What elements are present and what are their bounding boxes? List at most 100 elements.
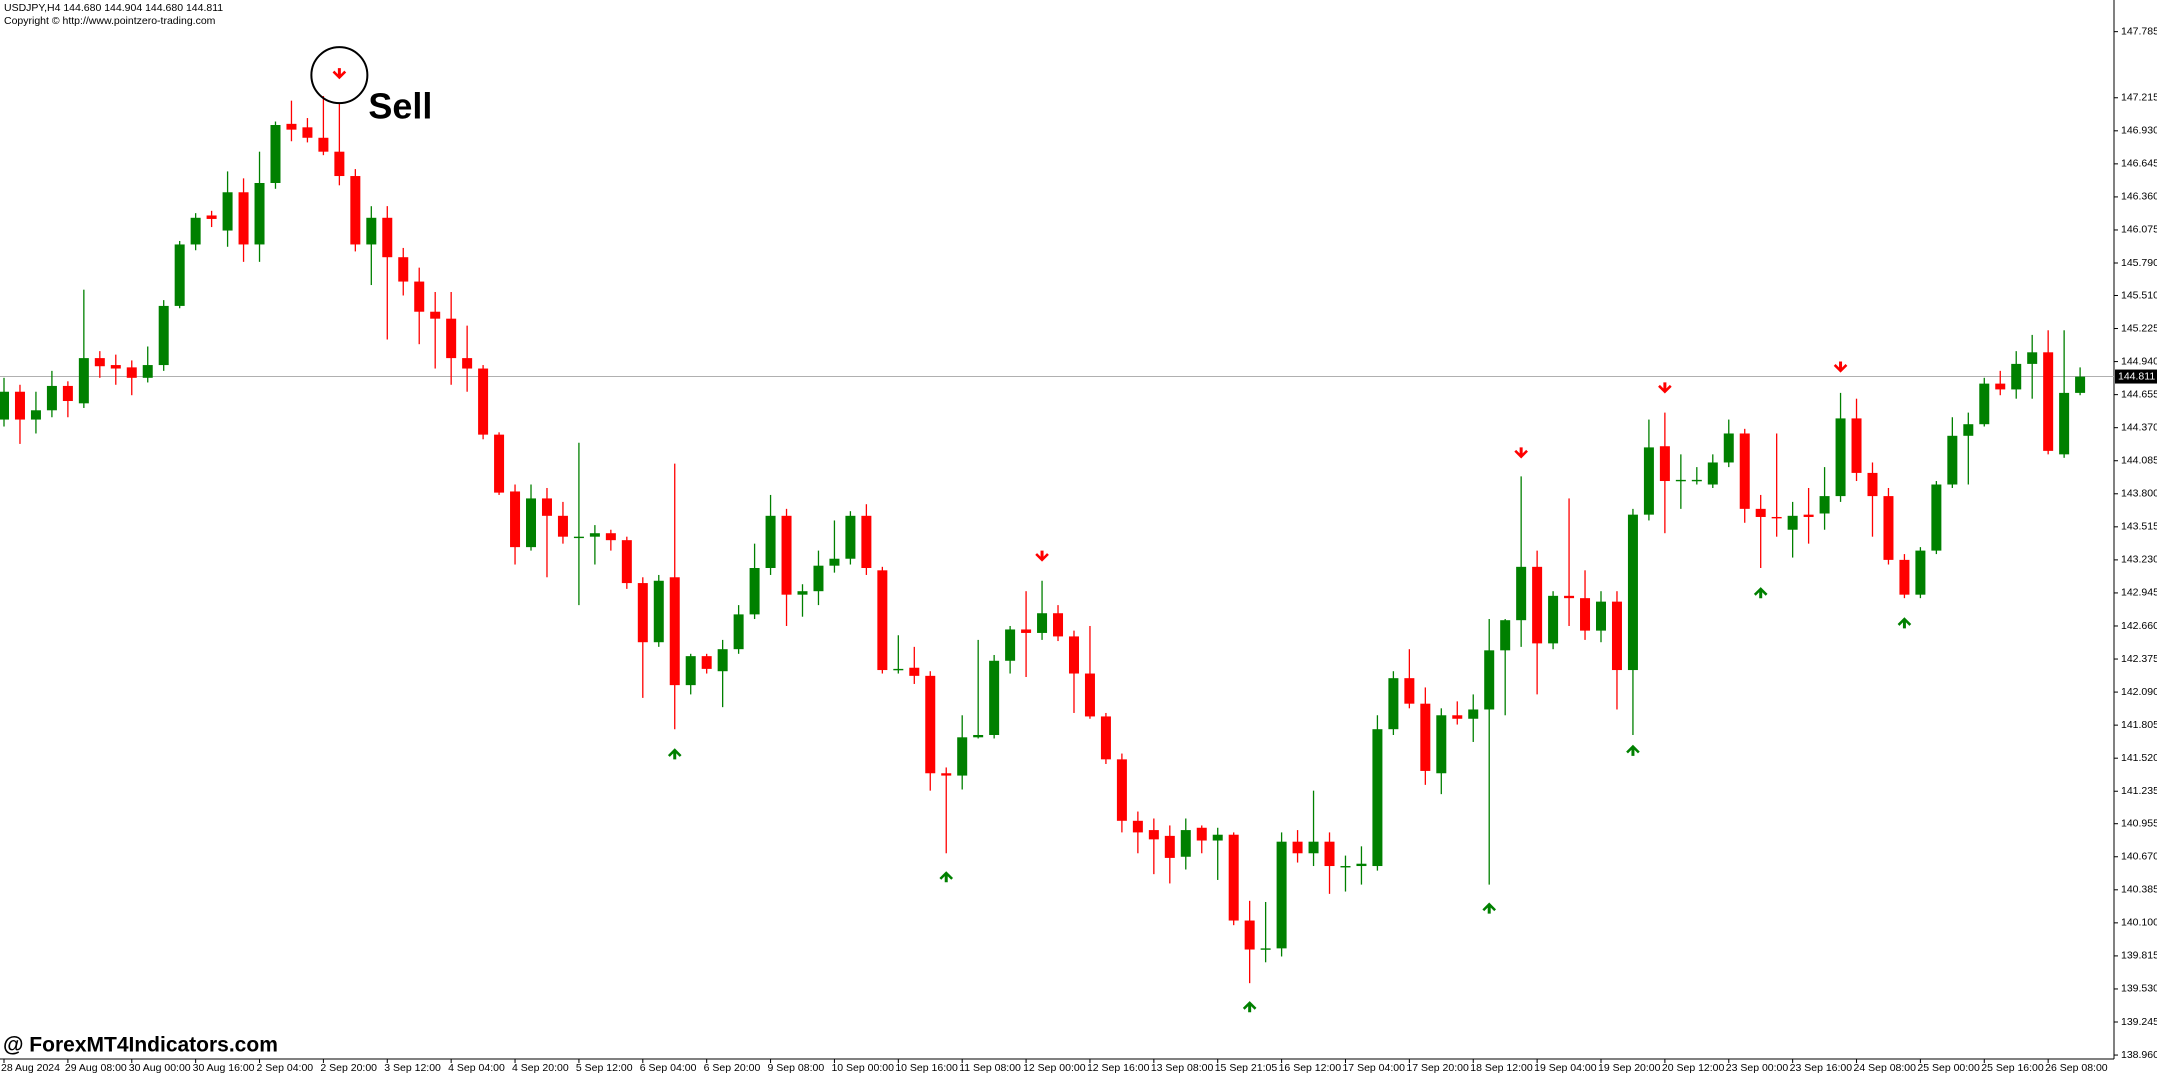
candle-body: [2011, 363, 2022, 390]
x-tick-label: 23 Sep 00:00: [1726, 1062, 1789, 1074]
y-tick-label: 144.370: [2121, 421, 2157, 433]
buy-arrow: [1626, 744, 1640, 756]
x-tick-label: 15 Sep 21:05: [1215, 1062, 1278, 1074]
candle-body: [781, 515, 792, 595]
y-tick-label: 146.360: [2121, 191, 2157, 203]
candle-body: [909, 667, 920, 676]
x-tick-label: 17 Sep 04:00: [1342, 1062, 1405, 1074]
x-tick-label: 25 Sep 00:00: [1917, 1062, 1980, 1074]
candle-body: [1260, 948, 1271, 950]
y-tick-label: 144.940: [2121, 355, 2157, 367]
candle-body: [765, 515, 776, 569]
sell-arrow: [1658, 382, 1672, 394]
buy-arrow: [1753, 587, 1768, 599]
x-tick-label: 6 Sep 04:00: [640, 1062, 697, 1074]
x-tick-label: 2 Sep 20:00: [320, 1062, 377, 1074]
y-tick-label: 141.805: [2121, 719, 2157, 731]
sell-arrow: [332, 68, 347, 80]
candle-body: [717, 649, 728, 672]
x-tick-label: 30 Aug 16:00: [193, 1062, 255, 1074]
x-tick-label: 4 Sep 20:00: [512, 1062, 569, 1074]
candle-body: [334, 151, 345, 177]
candle-body: [350, 176, 361, 245]
candle-body: [1164, 835, 1175, 858]
y-tick-label: 139.815: [2121, 950, 2157, 962]
candle-body: [206, 215, 217, 219]
candle-body: [510, 491, 521, 548]
candle-body: [1068, 636, 1079, 674]
candle-body: [685, 656, 696, 686]
y-tick-label: 143.515: [2121, 521, 2157, 533]
candle-body: [1196, 827, 1207, 841]
y-tick-label: 139.530: [2121, 983, 2157, 995]
candle-body: [526, 498, 537, 548]
candle-body: [1468, 709, 1479, 719]
candle-body: [925, 675, 936, 774]
candle-body: [1420, 703, 1431, 771]
candle-body: [1532, 566, 1543, 644]
candle-body: [1212, 834, 1223, 841]
candle-body: [1084, 673, 1095, 717]
candle-body: [1292, 841, 1303, 854]
candle-body: [62, 385, 73, 402]
candle-body: [414, 281, 425, 312]
candle-body: [1627, 514, 1638, 671]
candle-body: [2027, 352, 2038, 364]
candle-body: [14, 391, 25, 420]
candle-body: [286, 123, 297, 130]
x-tick-label: 2 Sep 04:00: [257, 1062, 314, 1074]
candle-body: [861, 515, 872, 569]
candle-body: [2075, 376, 2086, 393]
watermark: @ ForexMT4Indicators.com: [3, 1034, 278, 1057]
x-tick-label: 3 Sep 12:00: [384, 1062, 441, 1074]
y-tick-label: 144.655: [2121, 388, 2157, 400]
x-tick-label: 19 Sep 20:00: [1598, 1062, 1661, 1074]
candle-body: [1053, 613, 1064, 637]
y-tick-label: 143.800: [2121, 488, 2157, 500]
candle-body: [1883, 496, 1894, 560]
candle-body: [1388, 678, 1399, 730]
candle-body: [302, 127, 313, 138]
x-tick-label: 5 Sep 12:00: [576, 1062, 633, 1074]
candle-body: [1324, 841, 1335, 867]
candle-body: [1915, 550, 1926, 595]
candle-body: [1372, 729, 1383, 867]
y-tick-label: 147.215: [2121, 92, 2157, 104]
candle-body: [573, 536, 584, 539]
y-tick-label: 145.790: [2121, 257, 2157, 269]
x-tick-label: 10 Sep 16:00: [895, 1062, 958, 1074]
buy-arrow: [939, 871, 954, 883]
candle-body: [653, 580, 664, 643]
candle-body: [1835, 418, 1846, 497]
candle-body: [1611, 601, 1622, 671]
candle-body: [1037, 613, 1048, 633]
candle-body: [1755, 508, 1766, 517]
candle-body: [1180, 830, 1191, 857]
candle-body: [1116, 759, 1127, 821]
candle-body: [1516, 566, 1527, 621]
candle-body: [1899, 559, 1910, 595]
y-tick-label: 142.090: [2121, 686, 2157, 698]
candle-body: [270, 125, 281, 183]
x-tick-label: 28 Aug 2024: [1, 1062, 60, 1074]
y-tick-label: 140.670: [2121, 851, 2157, 863]
buy-arrow: [1482, 902, 1497, 914]
candle-body: [1723, 433, 1734, 463]
y-tick-label: 142.375: [2121, 653, 2157, 665]
candle-body: [1484, 650, 1495, 710]
candle-body: [1659, 446, 1670, 482]
buy-arrow: [1897, 617, 1912, 629]
candle-body: [1436, 715, 1447, 774]
y-tick-label: 144.085: [2121, 455, 2157, 467]
candle-body: [2059, 392, 2070, 455]
buy-arrow: [1242, 1001, 1257, 1013]
candle-body: [174, 244, 185, 306]
candle-body: [2043, 352, 2054, 451]
candle-body: [1596, 601, 1606, 631]
copyright: Copyright © http://www.pointzero-trading…: [4, 15, 216, 27]
candle-body: [1580, 598, 1591, 631]
candle-body: [494, 434, 505, 493]
candle-body: [1739, 433, 1750, 509]
candle-body: [222, 192, 233, 231]
y-tick-label: 142.660: [2121, 620, 2157, 632]
